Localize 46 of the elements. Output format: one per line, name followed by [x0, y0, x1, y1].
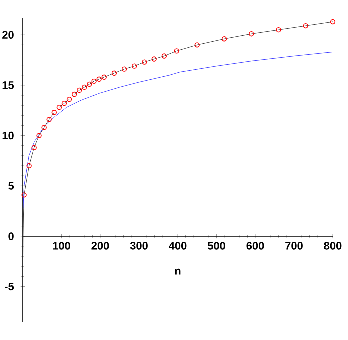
y-tick-label: -5	[5, 282, 14, 291]
point	[22, 192, 27, 198]
y-tick-label: 10	[2, 132, 14, 140]
y-tick-label: 0	[8, 232, 14, 240]
point	[46, 117, 52, 122]
point	[174, 48, 180, 54]
point	[36, 133, 42, 138]
point	[122, 66, 128, 72]
point	[330, 19, 336, 25]
x-tick-label: 800	[324, 242, 342, 250]
x-tick-label: 100	[53, 242, 70, 250]
point	[72, 92, 78, 98]
point	[52, 110, 57, 116]
y-tick-label: 5	[8, 182, 14, 190]
point	[194, 42, 200, 48]
point	[142, 60, 148, 65]
point	[96, 76, 102, 82]
y-tick-label: 15	[2, 82, 14, 90]
x-tick-label: 700	[286, 242, 303, 250]
point	[152, 56, 157, 62]
point	[276, 27, 282, 33]
point	[66, 96, 72, 102]
point	[82, 84, 88, 90]
point	[62, 100, 68, 106]
point	[112, 70, 118, 76]
x-tick-label: 200	[92, 242, 110, 250]
point	[26, 163, 32, 169]
point	[102, 74, 107, 80]
line-series	[23, 52, 333, 208]
x-axis-title: n	[175, 268, 181, 275]
point	[92, 78, 97, 84]
x-tick-label: 500	[208, 242, 226, 250]
point	[42, 125, 47, 130]
point	[56, 104, 62, 110]
y-tick-label: 20	[2, 31, 14, 39]
point	[87, 82, 92, 88]
x-tick-label: 600	[246, 242, 264, 250]
point	[249, 32, 254, 37]
x-tick-label: 400	[169, 242, 187, 250]
point	[76, 88, 82, 94]
point	[132, 64, 138, 69]
point	[162, 54, 168, 59]
x-tick-label: 300	[130, 242, 148, 250]
point	[32, 145, 37, 150]
point	[222, 36, 228, 42]
point	[303, 23, 308, 29]
